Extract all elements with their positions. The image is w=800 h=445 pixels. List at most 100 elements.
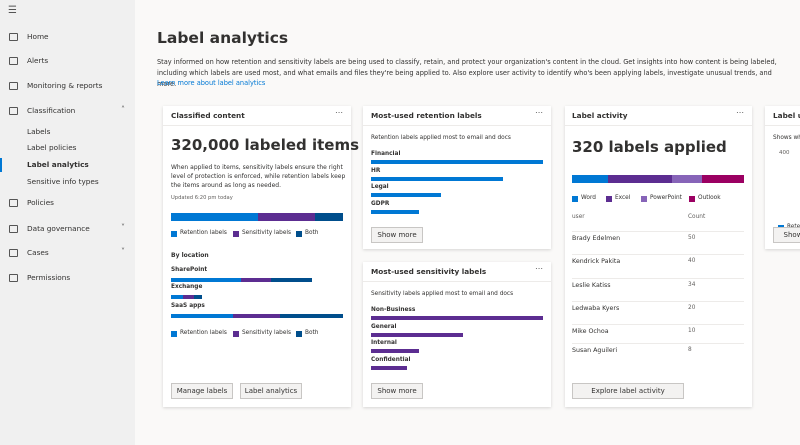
more-icon: ⋯ [535,108,543,117]
legend-swatch [606,196,612,202]
user-name: Brady Edelmen [572,235,621,242]
card [163,106,351,407]
chevron: ˅ [121,247,125,256]
headline: 320 labels applied [572,138,727,156]
location-label: SaaS apps [171,303,205,309]
location-segment [194,295,202,299]
card-title: Label us [773,111,800,120]
nav-item[interactable]: Label analytics [27,160,89,169]
user-count: 20 [688,305,696,311]
section-title: By location [171,252,209,259]
legend-swatch [689,196,695,202]
nav-icon [9,107,18,115]
nav-item[interactable]: Labels [27,127,51,136]
row-divider [572,231,744,232]
more-icon: ⋯ [335,108,343,117]
label-bar [371,332,463,337]
legend-label: Retention labels [180,230,227,236]
legend-swatch [572,196,578,202]
legend-swatch [641,196,647,202]
card-title: Classified content [171,111,245,120]
row-divider [572,343,744,344]
nav-icon [9,199,18,207]
nav-item[interactable]: Sensitive info types [27,177,99,186]
legend-swatch [171,231,177,237]
nav-pane [0,0,135,445]
user-name: Susan Aguileri [572,347,618,354]
bar-label: Non-Business [371,307,416,313]
legend-label: Excel [615,195,631,201]
bar-label: General [371,323,397,330]
legend-swatch [296,331,302,337]
button[interactable]: Explore label activity [572,383,684,399]
learn-link[interactable]: Learn more about label analytics [157,79,266,87]
legend-label: Sensitivity labels [242,330,292,336]
card-divider [765,125,800,126]
legend-swatch [233,331,239,337]
location-label: Exchange [171,284,203,290]
activity-segment [608,175,672,183]
column-header: user [572,214,585,220]
axis-label: 400 [779,150,790,156]
nav-icon [9,249,18,257]
user-count: 8 [688,347,692,353]
user-name: Mike Ochoa [572,328,609,335]
user-count: 40 [688,258,696,264]
nav-item[interactable]: Policies [27,198,54,207]
nav-icon [9,82,18,90]
legend-label: Both [305,330,319,336]
location-segment [280,314,343,318]
legend-label: PowerPoint [650,195,682,201]
bar-label: Financial [371,151,401,157]
nav-item[interactable]: Label policies [27,143,77,152]
label-bar [371,210,419,215]
location-segment [171,295,183,299]
menu-icon: ☰ [8,5,17,16]
nav-item[interactable]: Alerts [27,56,49,65]
bar-label: Confidential [371,357,411,364]
page-description: Stay informed on how retention and sensi… [157,58,777,88]
card-subtitle: Sensitivity labels applied most to email… [371,291,514,297]
nav-item[interactable]: Data governance [27,224,90,233]
nav-icon [9,57,18,65]
location-segment [233,314,280,318]
button[interactable]: Manage labels [171,383,233,399]
location-segment [271,278,312,282]
location-segment [241,278,271,282]
row-divider [572,278,744,279]
legend-label: Word [581,195,596,201]
nav-icon [9,274,18,282]
chevron: ˅ [121,223,125,232]
user-name: Kendrick Pakita [572,258,621,265]
nav-item[interactable]: Cases [27,248,49,257]
nav-item[interactable]: Home [27,32,49,41]
user-count: 10 [688,328,696,334]
location-segment [171,278,241,282]
user-count: 50 [688,235,696,241]
card-divider [363,281,551,282]
nav-item[interactable]: Classification [27,106,76,115]
label-bar [371,160,543,164]
location-label: SharePoint [171,267,208,273]
nav-item[interactable]: Monitoring & reports [27,81,103,90]
user-name: Ledwaba Kyers [572,305,620,312]
legend-swatch [296,231,302,237]
card-divider [363,125,551,126]
label-bar [371,176,503,181]
row-divider [572,301,744,302]
nav-item[interactable]: Permissions [27,273,71,282]
nav-icon [9,33,18,41]
card-subtitle: Shows wh [773,135,800,141]
row-divider [572,324,744,325]
button[interactable]: Label analytics [240,383,302,399]
button[interactable]: Show [773,227,800,243]
bar-label: HR [371,167,381,174]
legend-label: Retention labels [180,330,227,336]
activity-segment [672,175,702,183]
stacked-segment [315,213,343,221]
button[interactable]: Show more [371,383,423,399]
button[interactable]: Show more [371,227,423,243]
user-count: 34 [688,282,696,288]
legend-label: Both [305,230,319,236]
column-header: Count [688,214,706,220]
